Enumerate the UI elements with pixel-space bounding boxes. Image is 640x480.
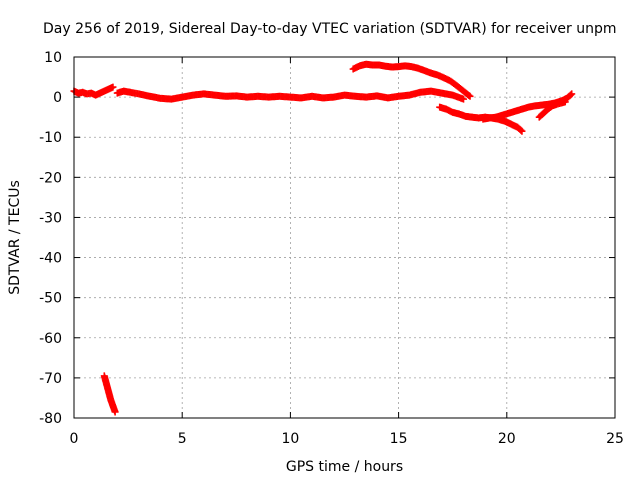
data-marker bbox=[517, 126, 525, 134]
data-point bbox=[561, 98, 569, 106]
x-tick-label: 0 bbox=[70, 431, 79, 447]
series-track-g bbox=[535, 98, 569, 121]
plot-frame bbox=[73, 56, 616, 419]
x-tick-label: 15 bbox=[390, 431, 408, 447]
data-point bbox=[109, 83, 117, 91]
y-tick-label: -60 bbox=[39, 331, 62, 347]
y-tick-label: -20 bbox=[39, 170, 62, 186]
series-track-a bbox=[70, 83, 117, 99]
x-axis-title: GPS time / hours bbox=[286, 459, 403, 475]
y-tick-label: 10 bbox=[44, 50, 62, 66]
data-series bbox=[70, 60, 576, 416]
data-marker bbox=[465, 91, 473, 99]
data-point bbox=[568, 90, 576, 98]
x-tick-label: 10 bbox=[281, 431, 299, 447]
series-track-b bbox=[100, 372, 119, 416]
data-point bbox=[111, 408, 119, 416]
series-track-c bbox=[113, 87, 468, 103]
y-axis-title: SDTVAR / TECUs bbox=[7, 180, 23, 295]
x-tick-label: 25 bbox=[606, 431, 624, 447]
data-point bbox=[518, 127, 526, 135]
y-tick-label: -10 bbox=[39, 130, 62, 146]
x-tick-label: 20 bbox=[498, 431, 516, 447]
data-point bbox=[460, 95, 468, 103]
data-point bbox=[466, 92, 474, 100]
y-tick-label: -30 bbox=[39, 210, 62, 226]
y-tick-label: -50 bbox=[39, 291, 62, 307]
y-tick-label: -70 bbox=[39, 371, 62, 387]
y-tick-label: -80 bbox=[39, 411, 62, 427]
y-axis-ticks: 10 0 -10 -20 -30 -40 -50 -60 -70 -80 bbox=[39, 50, 615, 427]
x-tick-label: 5 bbox=[178, 431, 187, 447]
y-tick-label: -40 bbox=[39, 251, 62, 267]
y-tick-label: 0 bbox=[53, 90, 62, 106]
chart-title: Day 256 of 2019, Sidereal Day-to-day VTE… bbox=[43, 21, 617, 37]
grid-lines bbox=[74, 57, 615, 418]
data-marker bbox=[567, 91, 575, 99]
series-track-d bbox=[349, 60, 474, 100]
